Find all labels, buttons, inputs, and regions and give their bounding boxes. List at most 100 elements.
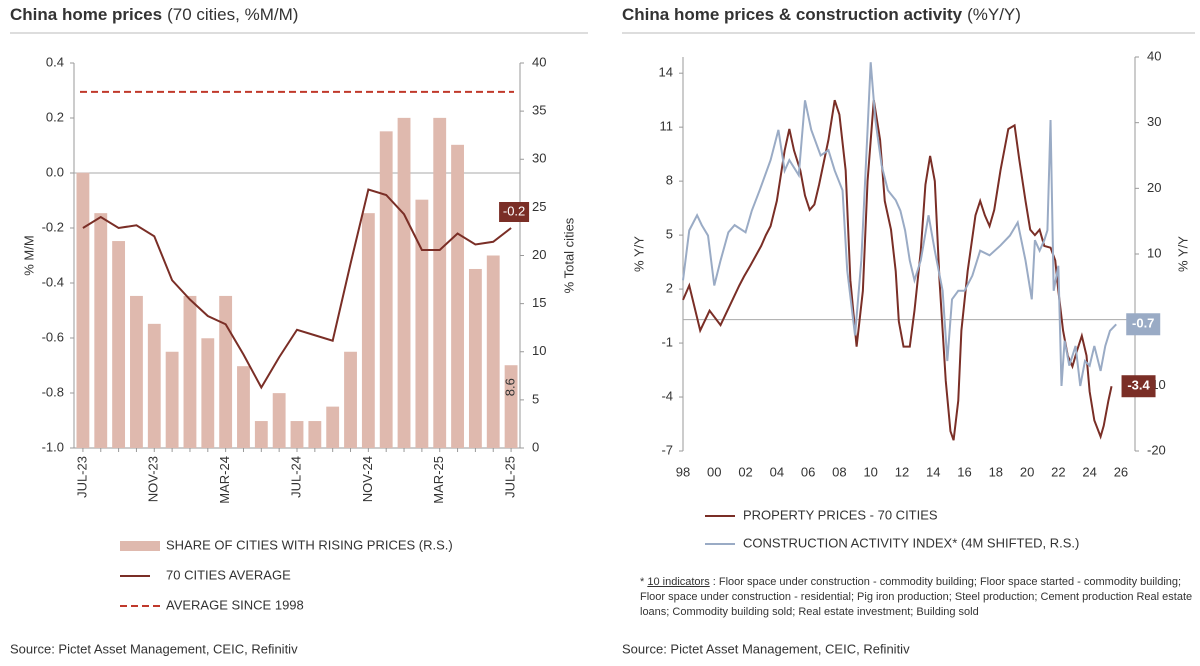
chart-subtitle: (%Y/Y) <box>967 5 1021 24</box>
bar <box>237 366 250 448</box>
y-tick-label: 0.0 <box>46 164 64 179</box>
value-label: -0.7 <box>1132 316 1154 331</box>
x-tick-label: 02 <box>738 464 752 479</box>
y-tick-label: 8 <box>666 173 673 188</box>
y-tick-label: -0.8 <box>42 384 64 399</box>
bar <box>219 295 233 448</box>
y2-tick-label: 10 <box>532 343 546 358</box>
bar <box>308 421 322 448</box>
bar <box>326 406 340 448</box>
y-axis-label: % Y/Y <box>631 236 646 272</box>
x-tick-label: 18 <box>989 464 1003 479</box>
bar <box>433 117 447 449</box>
y-axis-label: % M/M <box>21 235 36 275</box>
y-tick-label: 2 <box>666 281 673 296</box>
y2-axis-label: % Total cities <box>561 217 576 293</box>
y2-tick-label: 15 <box>532 295 546 310</box>
chart-title-group: China home prices (70 cities, %M/M) <box>10 5 298 24</box>
chart-title: China home prices <box>10 5 162 24</box>
bar <box>486 255 500 448</box>
y2-tick-label: 10 <box>1147 245 1161 260</box>
chart-title: China home prices & construction activit… <box>622 5 963 24</box>
x-tick-label: 08 <box>832 464 846 479</box>
legend-swatch <box>120 541 160 551</box>
bar <box>76 172 90 448</box>
footnote: * 10 indicators : Floor space under cons… <box>640 575 1195 620</box>
value-label: -0.2 <box>503 203 525 218</box>
value-label: -3.4 <box>1127 378 1150 393</box>
bar <box>504 365 518 448</box>
y2-tick-label: 40 <box>532 54 546 69</box>
bar <box>254 421 268 448</box>
y-tick-label: 0.4 <box>46 54 64 69</box>
bar <box>361 213 375 448</box>
legend-label: 70 CITIES AVERAGE <box>166 567 291 582</box>
y-tick-label: 5 <box>666 227 673 242</box>
y-tick-label: -0.2 <box>42 219 64 234</box>
bar <box>112 241 126 448</box>
bar <box>290 421 304 448</box>
x-tick-label: 26 <box>1114 464 1128 479</box>
bar <box>147 323 161 448</box>
y-tick-label: 14 <box>659 65 673 80</box>
x-tick-label: 22 <box>1051 464 1065 479</box>
source: Source: Pictet Asset Management, CEIC, R… <box>622 641 910 656</box>
x-tick-label: JUL-23 <box>74 456 89 498</box>
bar <box>130 295 143 448</box>
x-tick-label: 10 <box>863 464 877 479</box>
bar <box>468 268 482 448</box>
chart-subtitle: (70 cities, %M/M) <box>167 5 298 24</box>
x-tick-label: 06 <box>801 464 815 479</box>
source: Source: Pictet Asset Management, CEIC, R… <box>10 641 298 656</box>
y-tick-label: 11 <box>660 119 674 134</box>
bar <box>344 351 357 448</box>
y-tick-label: -0.4 <box>42 274 64 289</box>
x-tick-label: 12 <box>895 464 909 479</box>
bar <box>397 117 411 449</box>
x-tick-label: MAR-25 <box>431 456 446 504</box>
y2-tick-label: 30 <box>1147 114 1161 129</box>
value-label-box <box>499 202 530 222</box>
y-tick-label: -4 <box>661 388 673 403</box>
value-label-box <box>1126 313 1161 336</box>
footnote-term: 10 indicators <box>647 576 710 588</box>
y2-tick-label: 20 <box>1147 180 1161 195</box>
y-tick-label: -0.6 <box>42 329 64 344</box>
y2-tick-label: 40 <box>1147 48 1161 63</box>
bar <box>272 393 286 448</box>
y2-tick-label: 35 <box>532 103 546 118</box>
bar <box>183 295 197 448</box>
y-tick-label: -1 <box>661 334 673 349</box>
bar <box>165 351 179 448</box>
y2-tick-label: 5 <box>532 391 539 406</box>
legend-label: AVERAGE SINCE 1998 <box>166 597 304 612</box>
y2-axis-label: % Y/Y <box>1175 236 1190 272</box>
x-tick-label: 00 <box>707 464 721 479</box>
footnote-text: : Floor space under construction - commo… <box>640 576 1193 618</box>
x-tick-label: JUL-24 <box>288 456 303 498</box>
line <box>682 62 1117 387</box>
x-tick-label: NOV-24 <box>360 456 375 502</box>
bar <box>379 131 393 448</box>
x-tick-label: 20 <box>1020 464 1034 479</box>
y2-tick-label: 25 <box>532 199 546 214</box>
y2-tick-label: 0 <box>532 439 539 454</box>
legend-label: CONSTRUCTION ACTIVITY INDEX* (4M SHIFTED… <box>743 535 1079 550</box>
x-tick-label: 16 <box>957 464 971 479</box>
x-tick-label: 04 <box>770 464 784 479</box>
y-tick-label: -7 <box>661 442 673 457</box>
chart-title-group: China home prices & construction activit… <box>622 5 1021 24</box>
x-tick-label: 14 <box>926 464 940 479</box>
x-tick-label: JUL-25 <box>503 456 518 498</box>
x-tick-label: MAR-24 <box>217 456 232 504</box>
legend-label: SHARE OF CITIES WITH RISING PRICES (R.S.… <box>166 537 453 552</box>
bar <box>201 338 215 448</box>
bar <box>451 144 464 448</box>
y-tick-label: 0.2 <box>46 109 64 124</box>
bar <box>415 199 429 448</box>
line <box>82 188 512 390</box>
value-label: 8.6 <box>503 378 518 396</box>
bar <box>94 213 108 448</box>
y2-tick-label: 30 <box>532 151 546 166</box>
